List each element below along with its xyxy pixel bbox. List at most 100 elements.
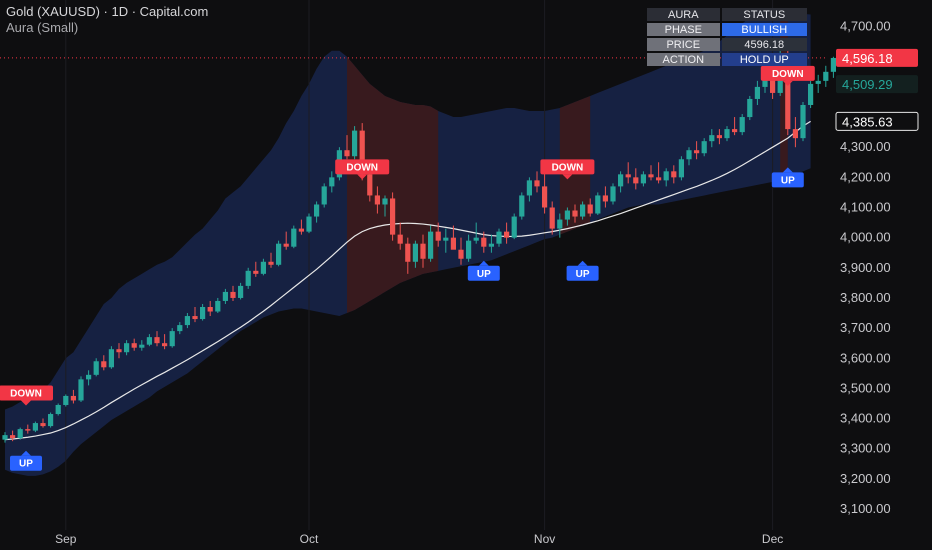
candle-body [458,249,464,259]
candle-body [48,414,54,427]
y-tick-label: 4,200.00 [840,169,891,184]
price-value: 4596.18 [721,38,807,51]
candle-body [785,53,791,130]
candle-body [511,216,517,238]
time-axis: SepOctNovDec2026 [55,532,783,546]
candle-body [481,237,487,247]
table-header-status: STATUS [721,8,807,21]
x-tick-label: Oct [300,532,319,546]
candle-body [633,177,639,184]
candle-body [709,135,715,142]
candle-body [466,240,472,259]
down-signal-0: DOWN [0,385,53,406]
candle-body [557,219,563,229]
y-tick-label: 4,000.00 [840,230,891,245]
y-tick-label: 4,700.00 [840,19,891,34]
candle-body [800,104,806,139]
signal-label: DOWN [772,69,804,80]
candles [2,47,836,443]
candle-body [314,204,320,217]
signal-pointer [562,174,573,180]
candle-body [306,216,312,232]
candle-body [732,129,738,133]
y-tick-label: 3,300.00 [840,441,891,456]
price-axis: 3,100.00 3,200.00 3,300.00 3,400.00 3,500.00… [840,19,891,516]
candle-body [352,130,358,157]
candle-body [17,429,23,439]
candle-body [450,237,456,250]
candle-body [291,228,297,247]
signal-box [335,159,390,175]
baseline-line [4,120,811,441]
signal-box [467,265,500,281]
candle-body [739,117,745,133]
candle-body [572,210,578,217]
price-tag-bg [835,111,919,131]
candle-body [108,349,114,368]
candle-body [215,300,221,312]
candle-body [154,337,160,344]
candle-body [534,180,540,187]
signal-box [760,65,815,81]
candle-body [70,395,76,401]
candle-body [200,306,206,320]
candle-body [587,204,593,214]
signal-box [540,159,595,175]
table-header-aura: AURA [647,8,720,21]
candle-body [238,285,244,298]
candle-body [390,198,396,235]
candle-body [162,343,168,347]
candle-body [830,57,836,72]
candle-body [412,243,418,262]
signal-pointer [21,400,31,406]
candle-body [504,231,510,238]
phase-label: PHASE [647,23,720,36]
candle-body [260,261,266,274]
candle-body [177,325,183,332]
candle-body [815,80,821,84]
candle-body [580,204,586,217]
candle-body [618,174,624,187]
candle-body [101,361,107,368]
candle-body [367,174,373,196]
candle-body [610,186,616,202]
candle-body [116,349,122,353]
candle-body [542,186,548,208]
up-signal-7: UP [771,167,804,188]
y-tick-label: 3,100.00 [840,501,891,516]
candle-body [131,343,137,348]
indicator-title[interactable]: Aura (Small) [6,20,79,35]
candle-body [253,270,259,274]
candle-body [428,231,434,259]
candle-body [443,237,449,241]
up-signal-1: UP [10,450,42,471]
candle-body [25,429,31,431]
candle-body [549,207,555,229]
action-value: HOLD UP [721,53,807,66]
signal-label: UP [781,175,795,186]
signal-label: DOWN [10,388,42,399]
y-tick-label: 3,400.00 [840,411,891,426]
signal-label: UP [19,459,33,470]
candle-body [716,135,722,139]
symbol-title[interactable]: Gold (XAUUSD) · 1D · Capital.com [6,4,209,19]
candle-body [694,150,700,154]
candle-body [770,74,776,93]
candle-body [276,243,282,265]
price-tag-text: 4,385.63 [842,114,893,129]
candle-body [93,361,99,375]
signal-box [566,265,599,281]
candle-body [86,374,92,380]
candle-body [283,243,289,247]
signal-pointer [577,260,588,266]
y-tick-label: 3,700.00 [840,320,891,335]
price-label: PRICE [647,38,720,51]
down-signal-6: DOWN [760,65,815,86]
down-signal-4: DOWN [540,159,595,180]
up-signal-3: UP [467,260,500,281]
candle-body [488,243,494,247]
candle-body [496,231,502,244]
candle-body [686,150,692,160]
candle-body [678,159,684,178]
